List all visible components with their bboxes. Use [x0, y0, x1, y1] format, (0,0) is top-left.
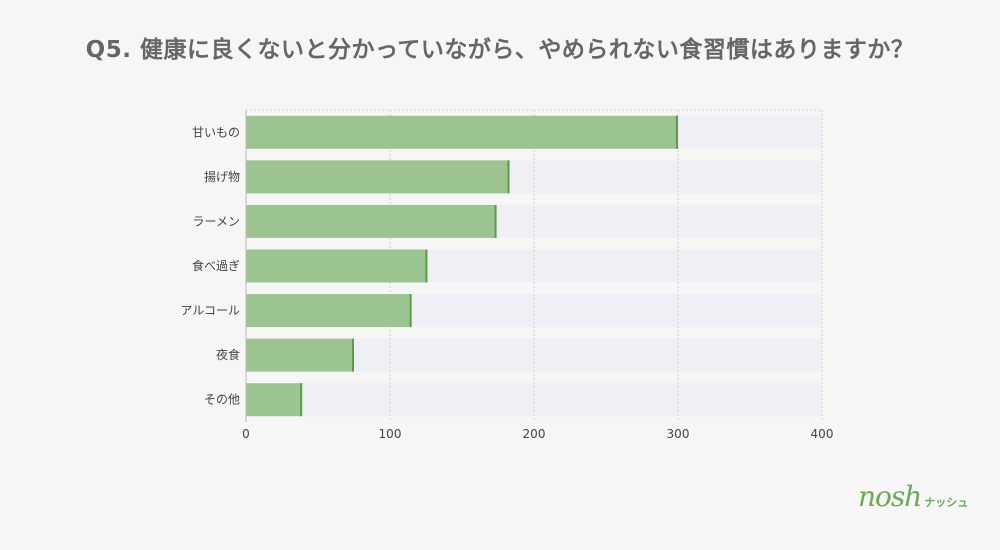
x-tick-label: 100 — [379, 427, 402, 441]
bar-edge — [352, 338, 354, 372]
x-tick-label: 200 — [523, 427, 546, 441]
chart-title: Q5. 健康に良くないと分かっていながら、やめられない食習慣はありますか？ — [85, 37, 915, 63]
category-label: 食べ過ぎ — [192, 258, 240, 273]
category-label: その他 — [204, 393, 240, 407]
category-label: 甘いもの — [192, 125, 240, 139]
logo-wordmark: nosh — [858, 480, 922, 513]
bar — [246, 204, 497, 238]
category-label: 揚げ物 — [204, 170, 240, 184]
bar — [246, 383, 303, 417]
bar — [246, 249, 428, 283]
bar-edge — [494, 204, 497, 238]
x-tick-label: 300 — [667, 427, 690, 441]
category-label: アルコール — [180, 304, 240, 318]
bar-edge — [507, 160, 510, 194]
category-label: ラーメン — [192, 214, 240, 228]
x-tick-label: 400 — [811, 427, 834, 441]
bar — [246, 294, 412, 328]
bar-edge — [409, 294, 412, 328]
bar — [246, 115, 678, 149]
category-label: 夜食 — [216, 347, 240, 362]
logo-katakana: ナッシュ — [924, 496, 969, 509]
bar — [246, 160, 510, 194]
x-tick-label: 0 — [242, 427, 250, 441]
nosh-logo: nosh ナッシュ — [858, 480, 968, 513]
bar-edge — [425, 249, 428, 283]
bar-edge — [676, 115, 678, 149]
bar-edge — [300, 383, 303, 417]
bar — [246, 338, 354, 372]
